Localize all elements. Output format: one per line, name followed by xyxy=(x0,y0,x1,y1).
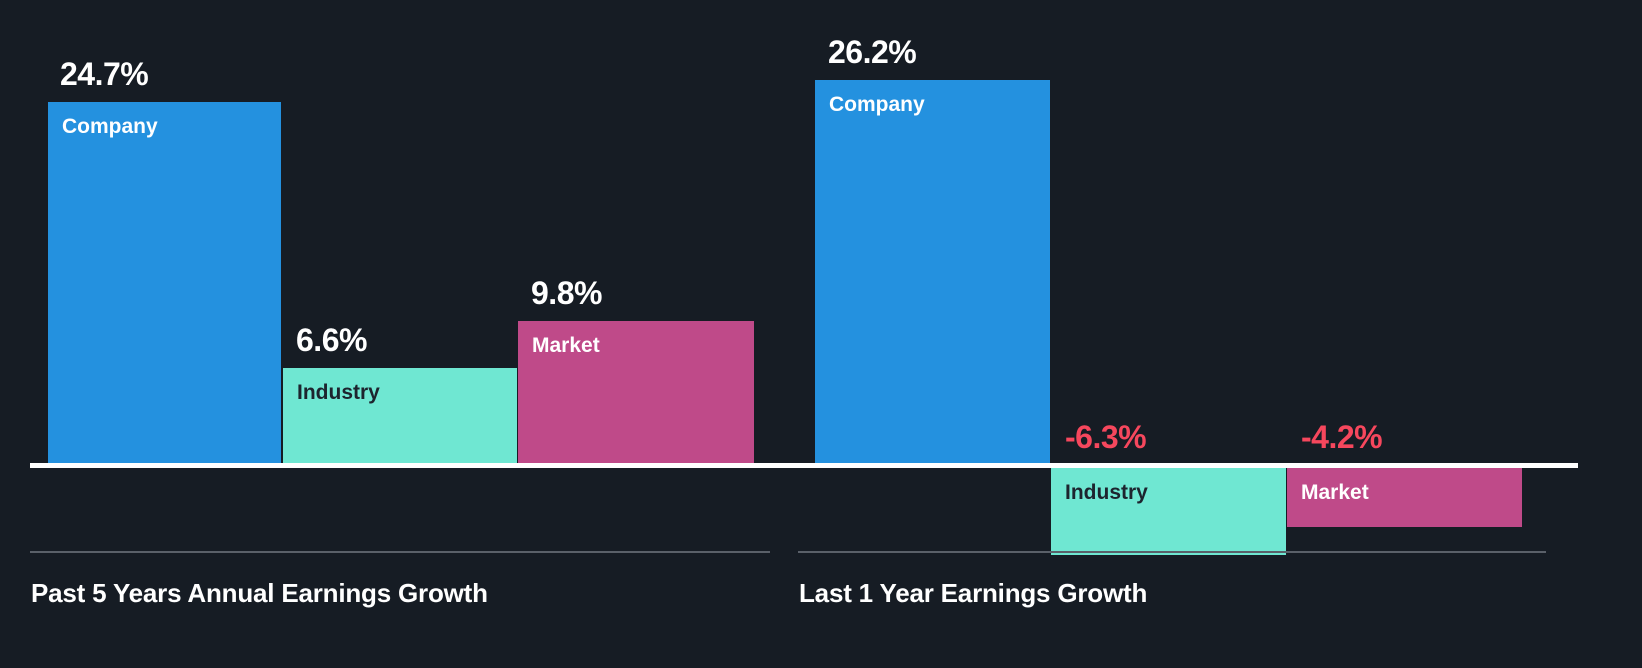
value-label-company: 26.2% xyxy=(828,34,917,70)
bar-label-company: Company xyxy=(829,93,925,116)
caption-divider xyxy=(798,551,1546,553)
chart-caption-last-1-year: Last 1 Year Earnings Growth xyxy=(799,578,1148,608)
caption-divider xyxy=(30,551,770,553)
bar-industry[interactable]: Industry xyxy=(283,368,517,464)
zero-axis-line xyxy=(30,463,805,468)
chart-panel-last-1-year: 26.2% Company -6.3% Industry -4.2% Marke… xyxy=(790,0,1642,668)
bar-company[interactable]: Company xyxy=(48,102,281,464)
bar-industry[interactable]: Industry xyxy=(1051,468,1286,555)
value-label-industry: 6.6% xyxy=(296,322,367,358)
plot-area-last-1-year: 26.2% Company -6.3% Industry -4.2% Marke… xyxy=(790,0,1642,560)
bar-company[interactable]: Company xyxy=(815,80,1050,464)
bar-label-industry: Industry xyxy=(1065,481,1148,504)
bar-market[interactable]: Market xyxy=(1287,468,1522,527)
value-label-market: -4.2% xyxy=(1301,419,1383,455)
bar-market[interactable]: Market xyxy=(518,321,754,464)
plot-area-past-5-years: 24.7% Company 6.6% Industry 9.8% Market xyxy=(0,0,805,560)
bar-label-industry: Industry xyxy=(297,381,380,404)
bar-label-market: Market xyxy=(1301,481,1369,504)
value-label-company: 24.7% xyxy=(60,56,149,92)
chart-panel-past-5-years: 24.7% Company 6.6% Industry 9.8% Market … xyxy=(0,0,805,668)
value-label-market: 9.8% xyxy=(531,275,602,311)
value-label-industry: -6.3% xyxy=(1065,419,1147,455)
bar-label-company: Company xyxy=(62,115,158,138)
chart-caption-past-5-years: Past 5 Years Annual Earnings Growth xyxy=(31,578,488,608)
bar-label-market: Market xyxy=(532,334,600,357)
zero-axis-line xyxy=(798,463,1578,468)
